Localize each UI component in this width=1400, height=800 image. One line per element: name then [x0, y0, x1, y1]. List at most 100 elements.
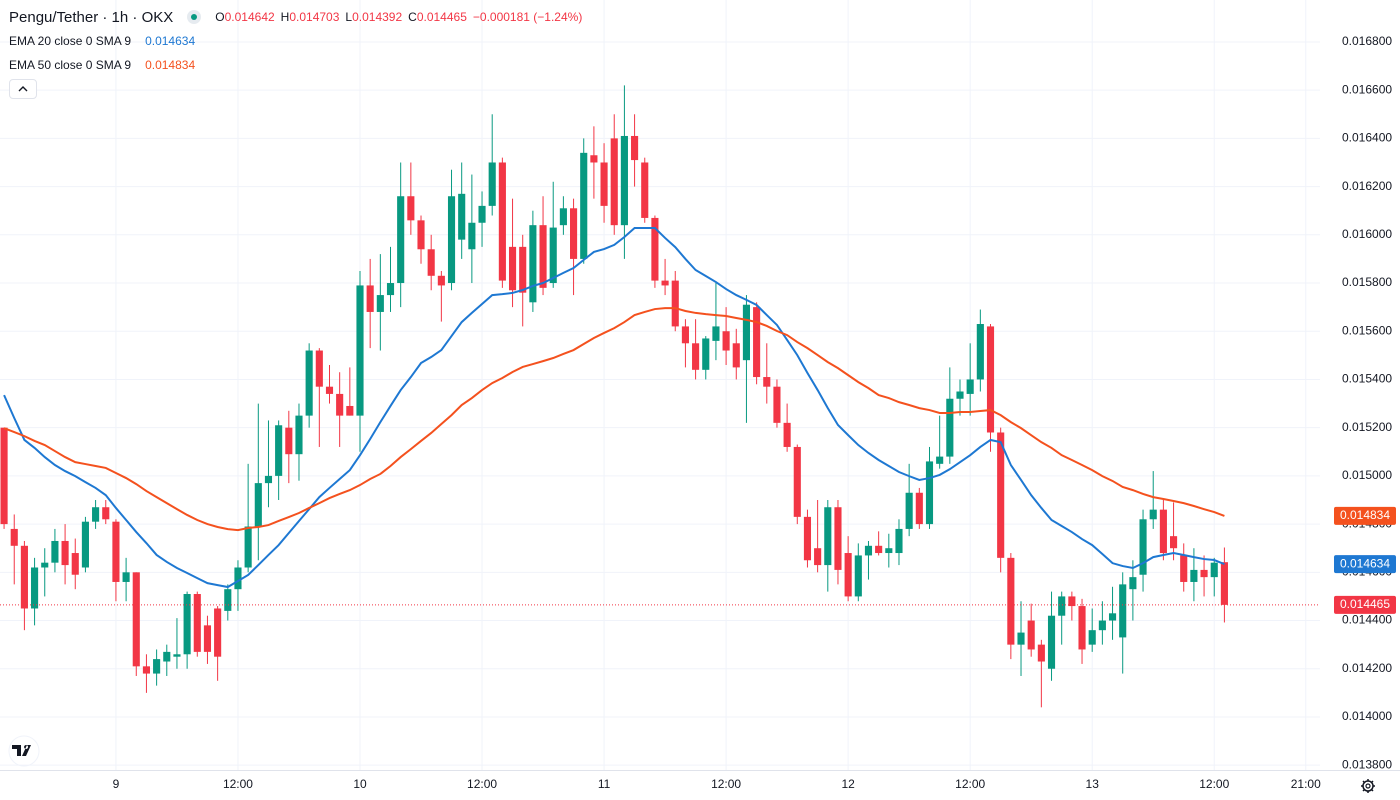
candle [417, 215, 425, 264]
candle-body [478, 205, 486, 223]
candle-body [508, 246, 517, 291]
candle [478, 191, 486, 247]
ema-price-tag-label: 0.014634 [1340, 556, 1390, 570]
candle [92, 499, 100, 529]
candle-body [925, 461, 934, 525]
candle [539, 196, 547, 296]
candle-body [1149, 509, 1157, 520]
candle-body [153, 659, 161, 674]
candle-body [142, 666, 150, 674]
candle-body [81, 521, 89, 568]
candle [203, 615, 212, 664]
candle [549, 181, 557, 288]
ohlc-label: L [345, 10, 353, 24]
candle-body [915, 492, 923, 525]
candle-body [824, 507, 832, 566]
candle [1017, 601, 1025, 676]
candle-body [1058, 596, 1066, 616]
candle [508, 198, 517, 308]
ema-legend-row[interactable]: EMA 50 close 0 SMA 9 0.014834 [9, 55, 582, 75]
candle [427, 234, 435, 291]
x-tick-label: 12:00 [1199, 777, 1229, 791]
candle-body [1078, 606, 1086, 650]
candle-body [997, 432, 1005, 558]
x-tick-label: 12:00 [955, 777, 985, 791]
last-price-tag: 0.014465 [1334, 595, 1396, 614]
candle-body [254, 483, 262, 527]
market-status[interactable] [187, 10, 202, 24]
x-tick-label: 13 [1086, 777, 1100, 791]
candle-body [519, 246, 527, 293]
ema-legend-value: 0.014634 [145, 34, 196, 48]
candle [997, 427, 1005, 573]
candle-body [661, 280, 669, 286]
ohlc-value: 0.014465 [416, 10, 467, 24]
y-tick-label: 0.015600 [1342, 323, 1392, 337]
plot-area [0, 85, 1320, 708]
candle-body [905, 492, 913, 529]
last-price-tag-box [1334, 595, 1396, 614]
candle-body [641, 162, 649, 218]
x-tick-label: 12 [841, 777, 855, 791]
candle [1108, 586, 1117, 640]
x-tick-label: 11 [598, 777, 611, 791]
candle [702, 336, 710, 380]
candle [1180, 543, 1188, 592]
y-tick-label: 0.014400 [1342, 613, 1392, 627]
last-price-tag-label: 0.014465 [1340, 597, 1390, 611]
y-tick-label: 0.014200 [1342, 661, 1392, 675]
symbol-title[interactable]: Pengu/Tether · 1h · OKX [9, 8, 174, 26]
candle-body [193, 594, 201, 652]
candle [885, 533, 893, 568]
candle-body [1088, 630, 1096, 645]
candle [305, 343, 313, 428]
collapse-legend-button[interactable] [9, 79, 37, 99]
candle [1159, 499, 1167, 561]
candle [61, 524, 69, 585]
candle [580, 138, 588, 264]
ohlc-item: C0.014465 [408, 10, 467, 24]
candle-body [620, 135, 628, 226]
candle [264, 420, 273, 508]
x-tick-label: 10 [353, 777, 367, 791]
ema-line [3, 227, 1225, 589]
candle [793, 444, 801, 525]
settings-gear[interactable] [1361, 779, 1375, 793]
ema-legend-name: EMA 50 close 0 SMA 9 [9, 58, 132, 72]
axes: 0.0138000.0140000.0142000.0144000.014600… [113, 34, 1396, 791]
candle [1119, 572, 1127, 674]
tradingview-logo[interactable] [8, 735, 40, 767]
candle-body [1017, 632, 1025, 645]
x-tick-label: 21:00 [1291, 777, 1321, 791]
symbol-row: Pengu/Tether · 1h · OKX O0.014642 H0.0147… [9, 7, 582, 27]
candle-body [712, 326, 720, 341]
candle-body [844, 553, 852, 597]
y-tick-label: 0.016200 [1342, 179, 1392, 193]
candle-body [722, 331, 730, 351]
ema-legend-name: EMA 20 close 0 SMA 9 [9, 34, 132, 48]
candle-body [936, 456, 944, 464]
candle [864, 540, 873, 580]
candle-body [1220, 562, 1228, 605]
candle [254, 403, 262, 561]
candle-body [458, 193, 466, 240]
candle-body [112, 521, 120, 582]
ema-price-tag-box [1334, 555, 1396, 574]
candle-body [895, 528, 903, 554]
ohlc-label: C [408, 10, 417, 24]
candle-body [1180, 555, 1188, 582]
candle [610, 114, 618, 235]
candle-body [732, 343, 740, 368]
candle-body [407, 196, 415, 221]
candle [1068, 591, 1076, 621]
candle [163, 644, 171, 676]
ohlc-value: 0.014642 [224, 10, 275, 24]
ema-legend-row[interactable]: EMA 20 close 0 SMA 9 0.014634 [9, 31, 582, 51]
candle [1139, 509, 1147, 592]
candle [956, 379, 964, 416]
candle [1098, 601, 1106, 645]
candle [559, 196, 567, 235]
candle-body [793, 446, 801, 517]
y-tick-label: 0.016400 [1342, 131, 1392, 145]
